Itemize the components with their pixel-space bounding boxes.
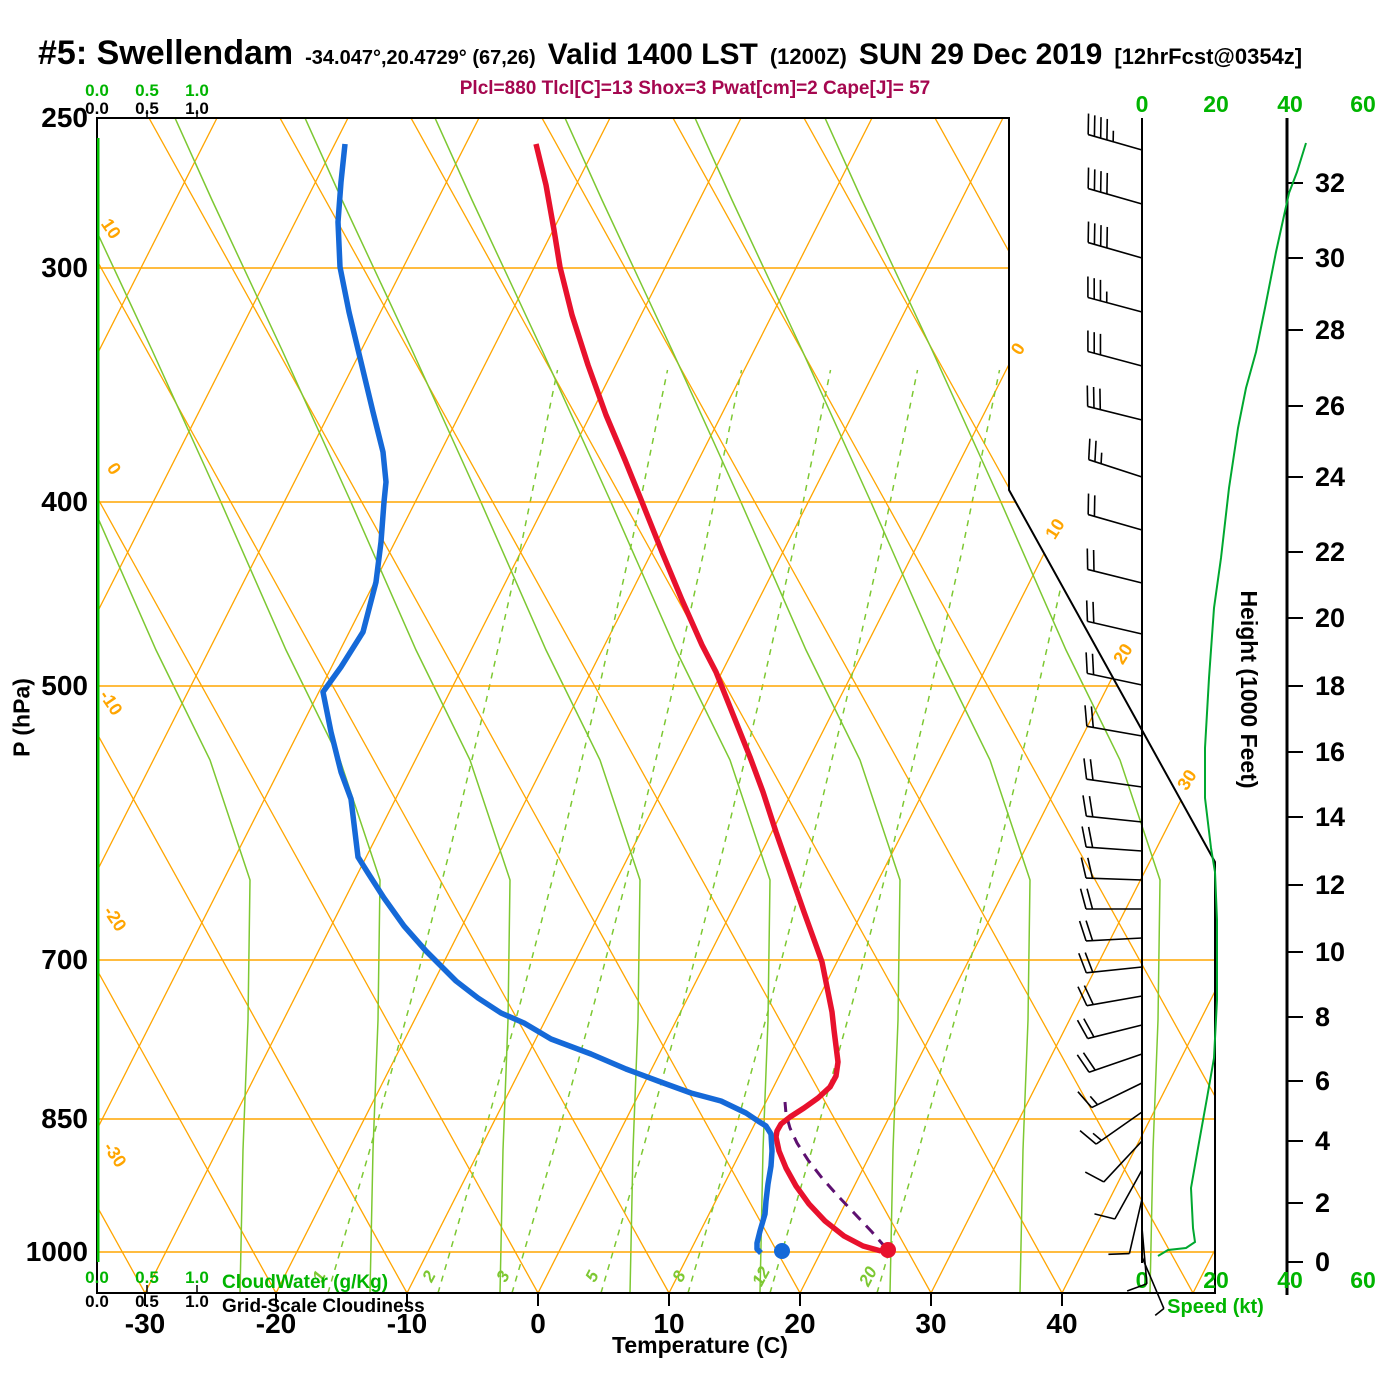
cloud-scale: 0.00.00.00.00.50.50.50.51.01.01.01.0 xyxy=(85,81,209,1311)
svg-text:60: 60 xyxy=(1350,1267,1376,1293)
svg-text:0.5: 0.5 xyxy=(135,1268,159,1287)
svg-text:400: 400 xyxy=(41,486,88,517)
svg-text:1.0: 1.0 xyxy=(185,1292,209,1311)
height-axis-title: Height (1000 Feet) xyxy=(1236,590,1262,789)
valid-time: Valid 1400 LST xyxy=(547,38,758,71)
svg-text:-30: -30 xyxy=(125,1308,165,1339)
svg-text:-30: -30 xyxy=(99,1138,130,1171)
svg-text:40: 40 xyxy=(1046,1308,1077,1339)
cloudwater-label: CloudWater (g/Kg) xyxy=(222,1272,389,1293)
svg-text:0.0: 0.0 xyxy=(85,99,109,118)
wind-speed-profile xyxy=(1157,142,1307,1257)
svg-text:20: 20 xyxy=(1203,91,1229,117)
svg-text:1000: 1000 xyxy=(26,1236,88,1267)
svg-text:10: 10 xyxy=(1041,515,1069,543)
svg-text:0.5: 0.5 xyxy=(135,1292,159,1311)
svg-text:700: 700 xyxy=(41,944,88,975)
speed-axis: 0 0 20 20 40 40 60 60 xyxy=(1136,91,1376,1293)
svg-text:0.0: 0.0 xyxy=(85,1292,109,1311)
svg-text:0: 0 xyxy=(103,459,125,478)
speed-axis-title: Speed (kt) xyxy=(1167,1296,1264,1318)
surface-dewpoint-dot xyxy=(774,1243,790,1259)
svg-text:-20: -20 xyxy=(99,902,130,935)
svg-text:30: 30 xyxy=(1173,766,1201,794)
svg-text:5: 5 xyxy=(582,1267,603,1285)
svg-text:26: 26 xyxy=(1315,391,1345,421)
header: #5: Swellendam -34.047°,20.4729° (67,26)… xyxy=(38,34,1302,73)
wind-barbs xyxy=(1076,113,1165,1316)
svg-text:60: 60 xyxy=(1350,91,1376,117)
background-grid xyxy=(97,118,1215,1293)
wind-speed-curve xyxy=(1157,142,1307,1257)
svg-text:3: 3 xyxy=(493,1267,514,1285)
stability-indices: Plcl=880 Tlcl[C]=13 Shox=3 Pwat[cm]=2 Ca… xyxy=(459,78,931,99)
svg-text:20: 20 xyxy=(855,1263,881,1290)
temperature-axis: -30 -20 -10 0 10 20 30 40 xyxy=(125,1293,1078,1339)
svg-text:30: 30 xyxy=(915,1308,946,1339)
svg-text:10: 10 xyxy=(653,1308,684,1339)
plot-frame xyxy=(96,117,1216,1294)
svg-text:0.0: 0.0 xyxy=(85,1268,109,1287)
svg-text:40: 40 xyxy=(1277,91,1303,117)
svg-text:20: 20 xyxy=(1203,1267,1229,1293)
sounding-profiles xyxy=(97,138,888,1262)
svg-text:12: 12 xyxy=(1315,870,1345,900)
svg-text:8: 8 xyxy=(1315,1002,1330,1032)
svg-text:0.5: 0.5 xyxy=(135,81,159,100)
svg-text:14: 14 xyxy=(1315,802,1345,832)
station-title: #5: Swellendam xyxy=(38,34,294,72)
dewpoint-curve xyxy=(320,143,775,1255)
svg-text:40: 40 xyxy=(1277,1267,1303,1293)
svg-text:28: 28 xyxy=(1315,315,1345,345)
svg-text:0: 0 xyxy=(1007,339,1029,358)
svg-text:32: 32 xyxy=(1315,168,1345,198)
svg-text:850: 850 xyxy=(41,1103,88,1134)
svg-text:10: 10 xyxy=(97,215,125,243)
station-coordinates: -34.047°,20.4729° (67,26) xyxy=(305,47,536,69)
svg-text:16: 16 xyxy=(1315,737,1345,767)
svg-text:250: 250 xyxy=(41,102,88,133)
svg-text:500: 500 xyxy=(41,670,88,701)
svg-text:0.0: 0.0 xyxy=(85,81,109,100)
svg-text:24: 24 xyxy=(1315,462,1345,492)
surface-dots xyxy=(774,1242,896,1259)
surface-temperature-dot xyxy=(880,1242,896,1258)
svg-text:18: 18 xyxy=(1315,671,1345,701)
svg-text:12: 12 xyxy=(748,1263,774,1289)
svg-text:8: 8 xyxy=(669,1267,690,1285)
svg-text:22: 22 xyxy=(1315,537,1345,567)
temperature-curve xyxy=(533,143,882,1254)
svg-text:20: 20 xyxy=(784,1308,815,1339)
svg-text:1.0: 1.0 xyxy=(185,81,209,100)
forecast-tag: [12hrFcst@0354z] xyxy=(1114,44,1303,69)
svg-text:0: 0 xyxy=(1315,1247,1330,1277)
zulu-time: (1200Z) xyxy=(769,44,847,69)
svg-text:30: 30 xyxy=(1315,243,1345,273)
svg-text:20: 20 xyxy=(1315,603,1345,633)
svg-text:1.0: 1.0 xyxy=(185,1268,209,1287)
valid-date: SUN 29 Dec 2019 xyxy=(858,38,1103,71)
svg-text:1.0: 1.0 xyxy=(185,99,209,118)
svg-text:0: 0 xyxy=(1136,91,1149,117)
svg-text:4: 4 xyxy=(1315,1126,1330,1156)
svg-text:0: 0 xyxy=(530,1308,546,1339)
svg-text:2: 2 xyxy=(418,1267,440,1286)
temperature-axis-title: Temperature (C) xyxy=(612,1332,788,1358)
svg-text:300: 300 xyxy=(41,252,88,283)
pressure-axis-title: P (hPa) xyxy=(8,678,35,757)
svg-text:-10: -10 xyxy=(95,686,126,719)
svg-text:10: 10 xyxy=(1315,937,1345,967)
svg-text:6: 6 xyxy=(1315,1066,1330,1096)
svg-text:20: 20 xyxy=(1109,640,1137,668)
svg-text:-20: -20 xyxy=(256,1308,296,1339)
svg-text:-10: -10 xyxy=(387,1308,427,1339)
gridscale-cloudiness-label: Grid-Scale Cloudiness xyxy=(222,1296,425,1317)
pressure-axis: 250 300 400 500 700 850 1000 xyxy=(26,102,88,1267)
svg-text:2: 2 xyxy=(1315,1188,1330,1218)
svg-text:0.5: 0.5 xyxy=(135,99,159,118)
